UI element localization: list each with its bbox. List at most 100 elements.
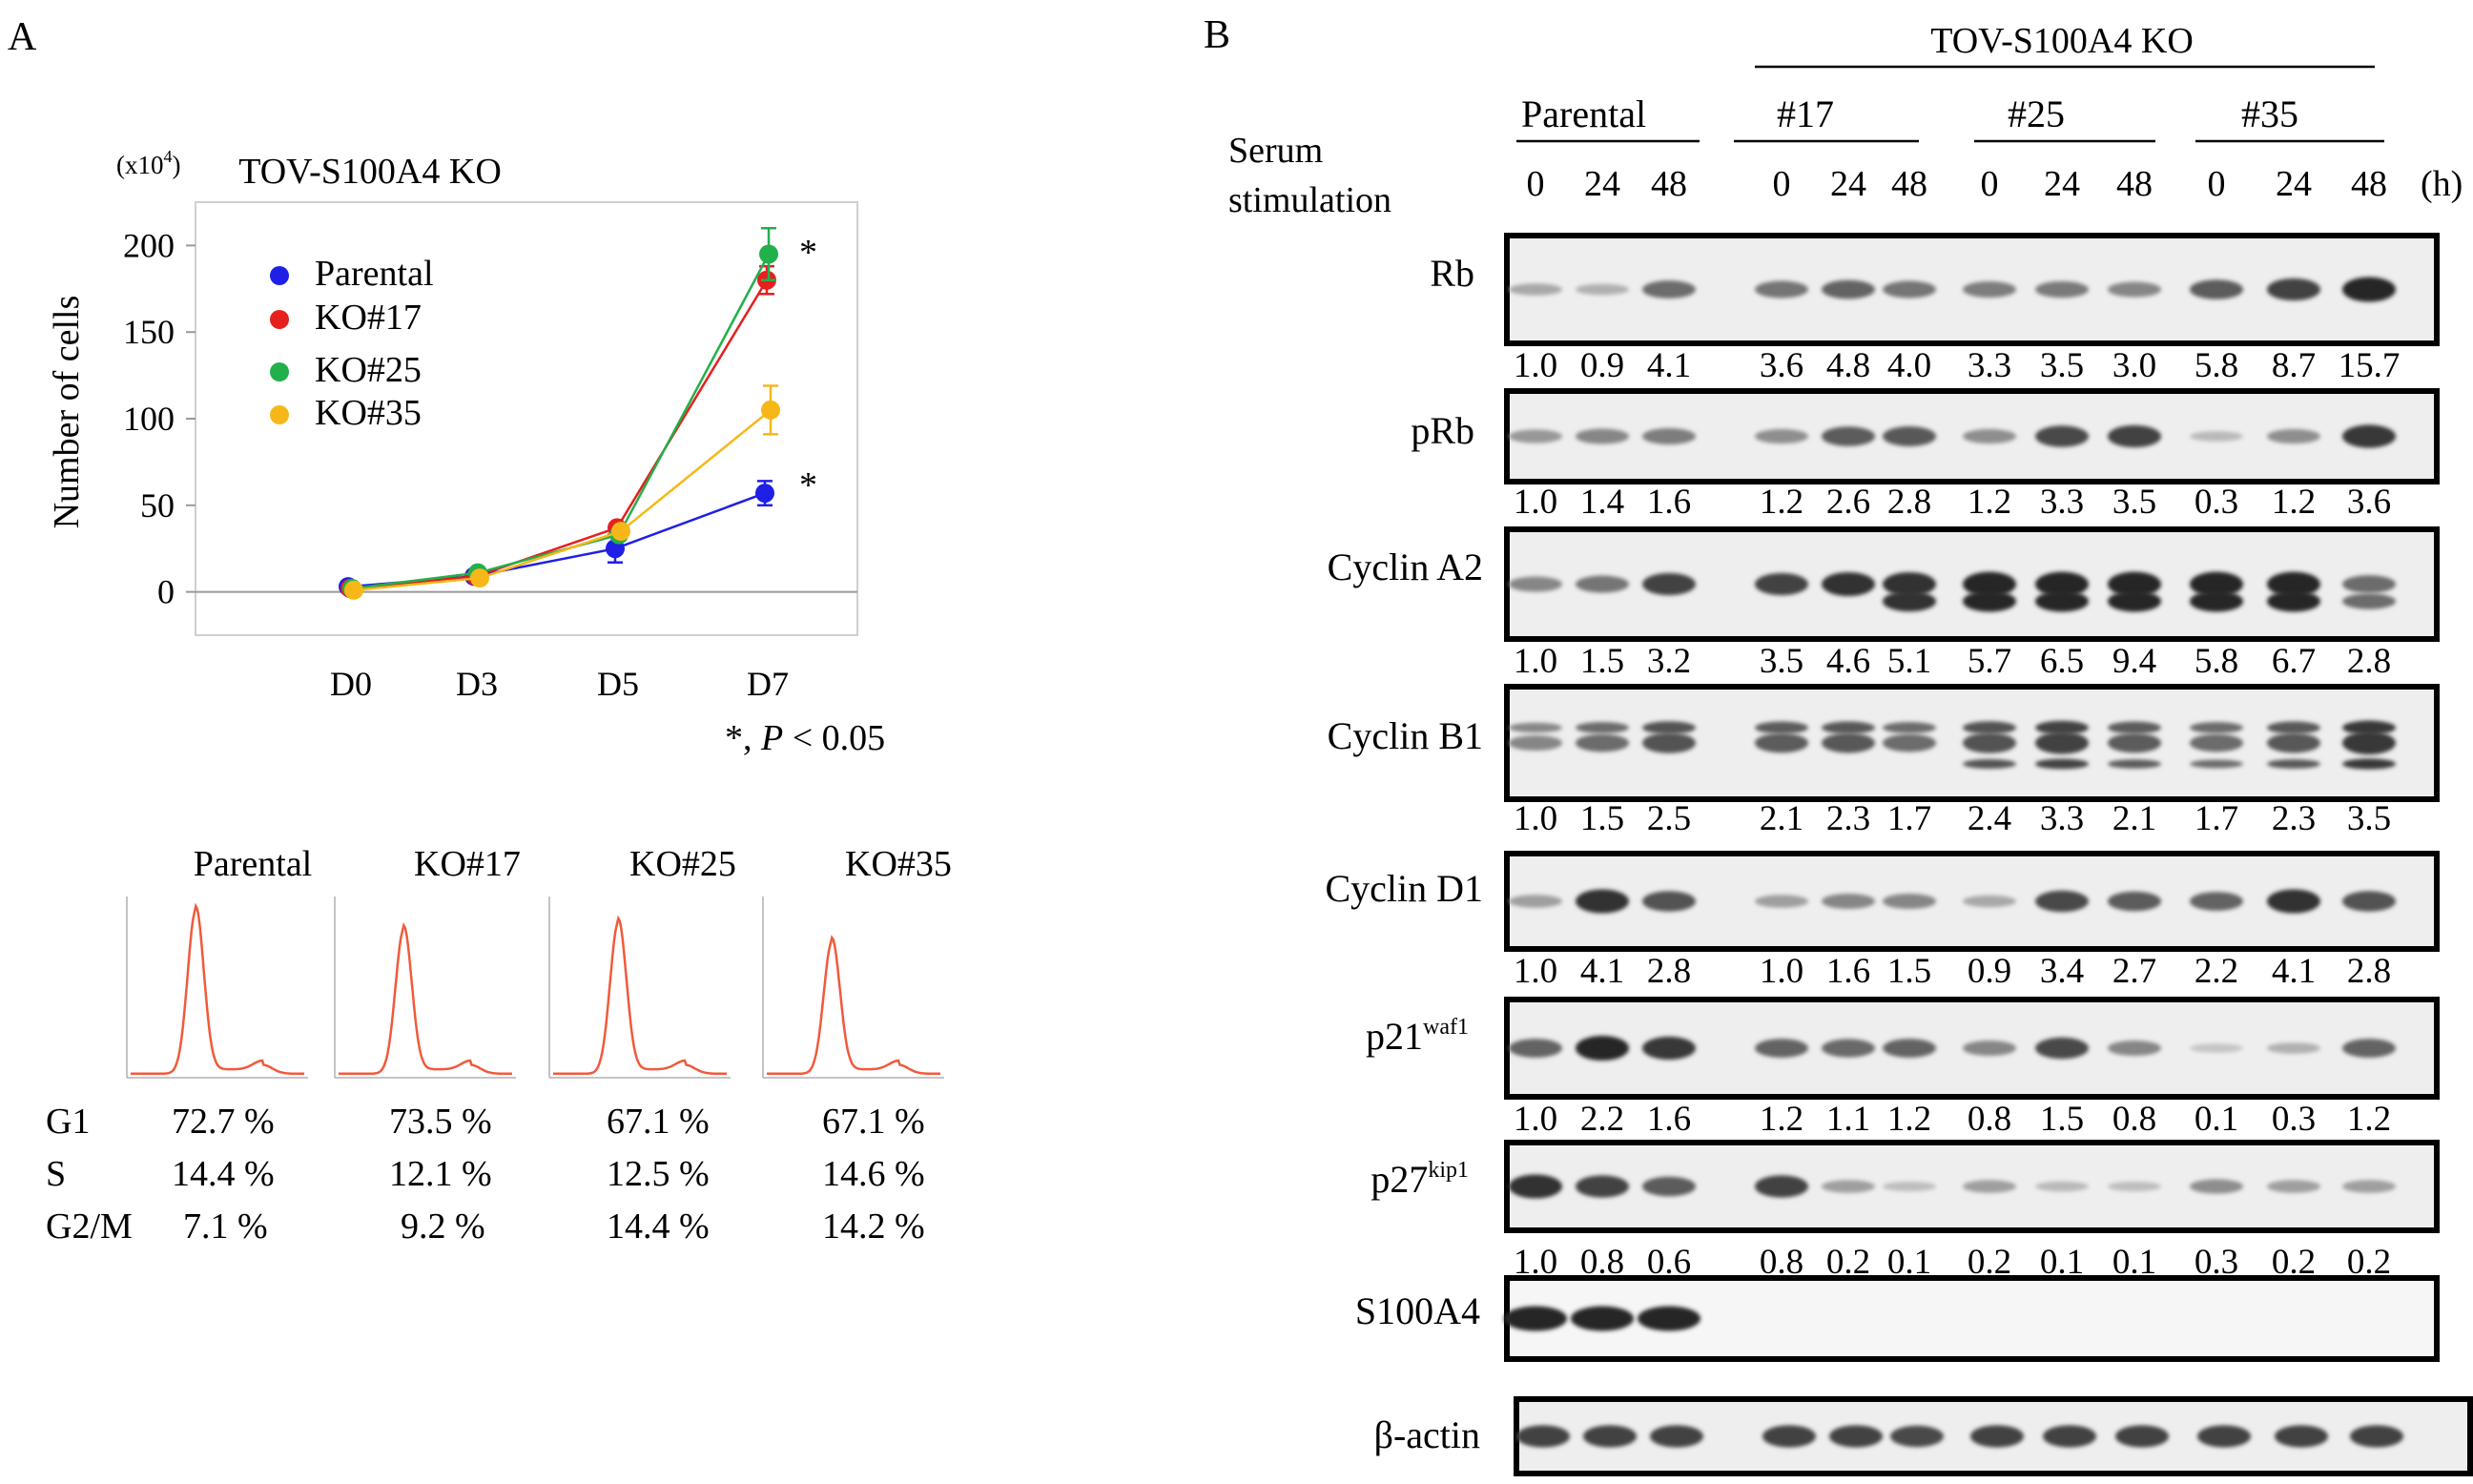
- band-quantification: 1.0: [1514, 1100, 1557, 1139]
- blot-band-lower: [1963, 759, 2016, 769]
- band-quantification: 0.9: [1580, 346, 1624, 385]
- timepoint-label: 0: [1773, 164, 1791, 204]
- blot-band: [1576, 1036, 1629, 1061]
- blot-band-lower: [2267, 759, 2320, 769]
- band-quantification: 1.6: [1647, 483, 1691, 522]
- band-quantification: 1.7: [1887, 799, 1931, 838]
- band-quantification: 5.7: [1968, 642, 2011, 681]
- legend-marker: [270, 310, 289, 329]
- blot-band: [2342, 891, 2396, 912]
- blot-band: [1576, 428, 1629, 444]
- blot-band: [2190, 279, 2243, 299]
- band-quantification: 1.5: [1580, 642, 1624, 681]
- blot-band-upper: [2108, 721, 2161, 734]
- group-label: #17: [1777, 93, 1834, 135]
- blot-band: [1642, 280, 1696, 299]
- legend-marker: [270, 266, 289, 285]
- blot-band: [1822, 1180, 1875, 1193]
- phase-value: 73.5 %: [389, 1102, 492, 1142]
- phase-value: 14.4 %: [607, 1206, 710, 1247]
- band-quantification: 8.7: [2272, 346, 2316, 385]
- histogram-curve: [339, 921, 512, 1076]
- blot-band: [1822, 893, 1875, 910]
- band-quantification: 4.1: [1647, 346, 1691, 385]
- band-quantification: 1.6: [1826, 952, 1870, 991]
- blot-band: [2035, 571, 2089, 597]
- band-quantification: 2.8: [1647, 952, 1691, 991]
- data-point: [761, 400, 780, 420]
- band-quantification: 3.3: [1968, 346, 2011, 385]
- blot-band: [1571, 1306, 1634, 1331]
- group-label: #25: [2008, 93, 2065, 135]
- blot-band: [2190, 1179, 2243, 1194]
- x-tick-label: D3: [456, 665, 498, 703]
- blot-band: [1963, 571, 2016, 597]
- y-tick-label: 150: [123, 313, 175, 351]
- blot-band-lower: [2342, 758, 2396, 770]
- band-quantification: 0.3: [2272, 1100, 2316, 1139]
- blot-band: [2035, 280, 2089, 299]
- blot-band-lower: [2035, 758, 2089, 770]
- x-tick-label: D5: [597, 665, 639, 703]
- band-quantification: 1.6: [1647, 1100, 1691, 1139]
- band-quantification: 0.1: [2195, 1100, 2238, 1139]
- band-quantification: 1.5: [2040, 1100, 2084, 1139]
- blot-band-upper: [1576, 722, 1629, 733]
- blot-label: Cyclin A2: [1328, 546, 1483, 588]
- western-blot-panel: Parental #17 #25 #35 0 24 48 0 24 48 0 24 48 0 24 48 (h)…: [1325, 93, 2473, 1476]
- timepoint-label: 0: [1981, 164, 1999, 204]
- data-point: [755, 484, 774, 504]
- growth-chart: (x104) TOV-S100A4 KO Number of cells 0 50…: [47, 147, 858, 703]
- blot-label: p27kip1: [1370, 1158, 1469, 1201]
- legend-marker: [270, 362, 289, 381]
- data-point: [759, 244, 778, 264]
- blot-band: [2108, 424, 2161, 448]
- phase-value: 72.7 %: [172, 1102, 275, 1142]
- band-quantification: 3.5: [2347, 799, 2391, 838]
- band-quantification: 1.0: [1514, 642, 1557, 681]
- band-quantification: 0.3: [2195, 483, 2238, 522]
- band-quantification: 1.2: [1760, 1100, 1803, 1139]
- blot-band-upper: [2035, 720, 2089, 735]
- blot-band: [1509, 895, 1562, 908]
- data-point: [344, 580, 363, 600]
- timepoint-label: 48: [2351, 164, 2387, 204]
- blot-band: [1576, 575, 1629, 593]
- blot-band-upper: [1755, 721, 1808, 734]
- chart-scale-label: (x104): [116, 147, 181, 179]
- blot-band: [2342, 277, 2396, 302]
- blot-band: [1642, 891, 1696, 912]
- blot-band: [2342, 1180, 2396, 1193]
- phase-label: G1: [46, 1102, 90, 1142]
- blot-band-upper: [2342, 720, 2396, 735]
- phase-value: 9.2 %: [401, 1206, 485, 1247]
- blot-band: [1509, 576, 1562, 592]
- series-line: [353, 408, 772, 592]
- cell-cycle-panel: Parental 72.7 % 14.4 % 7.1 % KO#17 73.5 % 12.1…: [46, 844, 952, 1247]
- blot-band-upper: [1822, 721, 1875, 734]
- band-quantification: 3.3: [2040, 483, 2084, 522]
- legend-label: KO#25: [315, 350, 422, 390]
- blot-band: [1509, 429, 1562, 443]
- band-quantification: 6.7: [2272, 642, 2316, 681]
- band-quantification: 6.5: [2040, 642, 2084, 681]
- y-tick-label: 200: [123, 226, 175, 264]
- histogram-curve: [767, 935, 940, 1076]
- blot-band: [1970, 1425, 2024, 1448]
- blot-band: [2267, 1042, 2320, 1054]
- band-quantification: 2.8: [2347, 952, 2391, 991]
- timepoint-label: 0: [1527, 164, 1545, 204]
- band-quantification: 1.2: [1968, 483, 2011, 522]
- blot-band: [1576, 1175, 1629, 1198]
- blot-band: [1755, 732, 1808, 753]
- blot-band: [1883, 733, 1936, 752]
- time-unit-label: (h): [2421, 164, 2463, 204]
- blot-band: [1822, 426, 1875, 446]
- blot-band-upper: [1963, 721, 2016, 734]
- blot-band: [1883, 426, 1936, 446]
- blot-band: [1883, 280, 1936, 299]
- band-quantification: 1.0: [1514, 483, 1557, 522]
- band-quantification: 1.0: [1760, 952, 1803, 991]
- band-quantification: 2.5: [1647, 799, 1691, 838]
- y-tick-label: 0: [157, 573, 175, 611]
